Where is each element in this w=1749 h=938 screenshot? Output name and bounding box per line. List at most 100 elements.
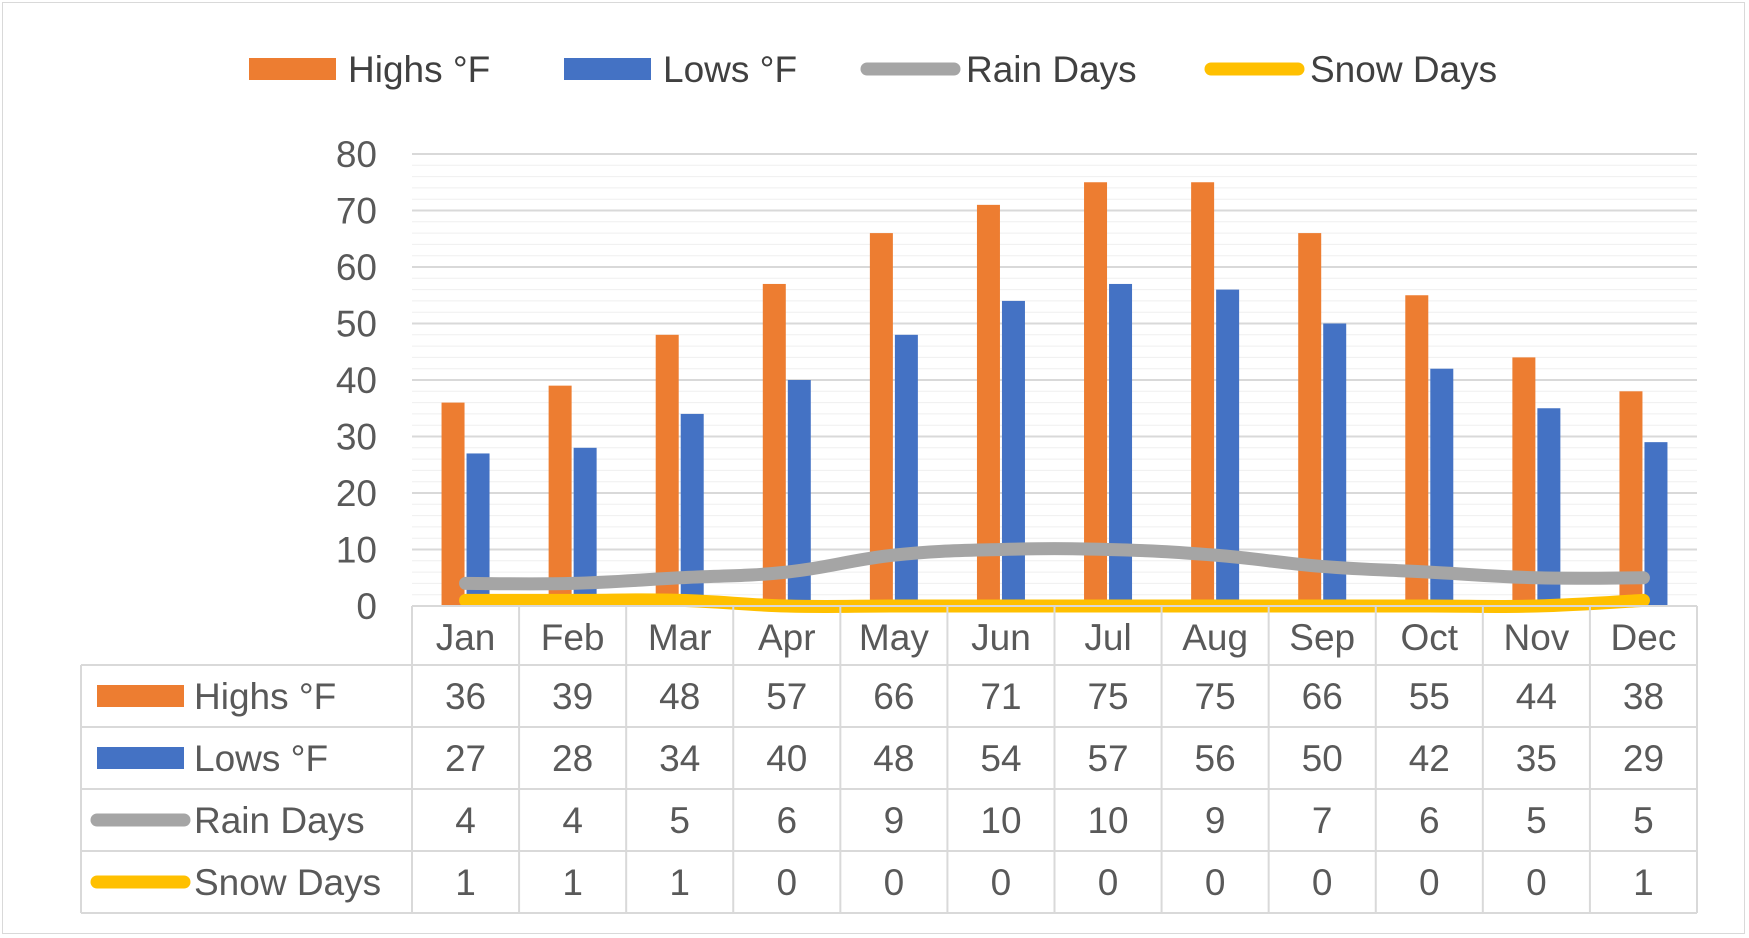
table-value: 5 (669, 800, 690, 841)
bar-lows (1537, 408, 1561, 606)
bar-highs (1512, 357, 1536, 606)
table-value: 10 (1087, 800, 1128, 841)
table-value: 40 (766, 738, 807, 779)
table-value: 1 (455, 862, 476, 903)
table-value: 66 (873, 676, 914, 717)
table-value: 34 (659, 738, 700, 779)
bar-highs (1298, 233, 1322, 606)
y-axis: 0 10 20 30 40 50 60 70 80 (336, 134, 377, 627)
bars (441, 182, 1668, 606)
bar-highs (762, 283, 786, 606)
x-category-label: Nov (1503, 617, 1569, 658)
y-tick-label: 40 (336, 360, 377, 401)
table-value: 28 (552, 738, 593, 779)
table-row-label: Highs °F (194, 676, 336, 717)
table-value: 57 (766, 676, 807, 717)
table-value: 42 (1409, 738, 1450, 779)
bar-highs (548, 385, 572, 606)
table-value: 54 (980, 738, 1021, 779)
table-value: 55 (1409, 676, 1450, 717)
table-value: 71 (980, 676, 1021, 717)
bar-lows (466, 453, 490, 606)
table-value: 10 (980, 800, 1021, 841)
y-tick-label: 60 (336, 247, 377, 288)
bar-lows (1109, 283, 1133, 606)
x-category-label: Jul (1084, 617, 1131, 658)
table-value: 29 (1623, 738, 1664, 779)
bar-highs (1619, 391, 1643, 606)
bar-highs (441, 402, 465, 606)
bar-lows (1430, 368, 1454, 606)
table-value: 4 (562, 800, 583, 841)
table-legend-key (97, 685, 184, 707)
y-tick-label: 70 (336, 191, 377, 232)
bar-highs (1084, 182, 1108, 606)
table-value: 0 (1526, 862, 1547, 903)
y-tick-label: 0 (356, 586, 377, 627)
table-value: 36 (445, 676, 486, 717)
x-category-label: Mar (648, 617, 712, 658)
x-category-label: Oct (1401, 617, 1459, 658)
table-row-label: Rain Days (194, 800, 365, 841)
legend-label: Snow Days (1310, 49, 1497, 90)
table-value: 0 (1098, 862, 1119, 903)
table-value: 0 (777, 862, 798, 903)
bar-highs (655, 334, 679, 606)
x-category-label: Aug (1182, 617, 1248, 658)
bar-lows (1323, 323, 1347, 606)
y-tick-label: 20 (336, 473, 377, 514)
table-value: 44 (1516, 676, 1557, 717)
table-value: 66 (1302, 676, 1343, 717)
legend-label: Rain Days (966, 49, 1137, 90)
x-category-label: Jan (436, 617, 496, 658)
table-value: 27 (445, 738, 486, 779)
y-tick-label: 10 (336, 530, 377, 571)
bar-lows (1001, 300, 1025, 606)
line-rain-days (459, 542, 1650, 591)
table-value: 9 (884, 800, 905, 841)
table-value: 6 (777, 800, 798, 841)
table-value: 38 (1623, 676, 1664, 717)
table-value: 0 (1205, 862, 1226, 903)
table-value: 50 (1302, 738, 1343, 779)
table-value: 1 (562, 862, 583, 903)
x-category-label: Sep (1289, 617, 1355, 658)
table-value: 1 (669, 862, 690, 903)
table-value: 35 (1516, 738, 1557, 779)
table-row-label: Snow Days (194, 862, 381, 903)
bar-highs (976, 204, 1000, 606)
table-value: 5 (1526, 800, 1547, 841)
x-category-label: May (859, 617, 929, 658)
line-series (459, 542, 1650, 613)
table-value: 4 (455, 800, 476, 841)
table-value: 39 (552, 676, 593, 717)
table-row-label: Lows °F (194, 738, 328, 779)
gridlines (412, 153, 1697, 596)
table-value: 1 (1633, 862, 1654, 903)
legend-label: Lows °F (663, 49, 797, 90)
table-value: 75 (1087, 676, 1128, 717)
bar-lows (680, 413, 704, 606)
table-value: 0 (991, 862, 1012, 903)
x-category-label: Feb (541, 617, 605, 658)
table-legend-key (97, 747, 184, 769)
legend-key (564, 58, 651, 80)
table-value: 0 (884, 862, 905, 903)
bar-highs (1191, 182, 1215, 606)
bar-highs (1405, 295, 1429, 606)
bar-lows (1644, 442, 1668, 606)
x-category-label: Jun (971, 617, 1031, 658)
table-value: 9 (1205, 800, 1226, 841)
table-value: 56 (1195, 738, 1236, 779)
table-value: 57 (1087, 738, 1128, 779)
x-category-label: Dec (1611, 617, 1677, 658)
x-category-label: Apr (758, 617, 816, 658)
bar-highs (869, 233, 893, 606)
table-value: 5 (1633, 800, 1654, 841)
table-value: 48 (659, 676, 700, 717)
table-value: 48 (873, 738, 914, 779)
legend-label: Highs °F (348, 49, 490, 90)
table-value: 6 (1419, 800, 1440, 841)
